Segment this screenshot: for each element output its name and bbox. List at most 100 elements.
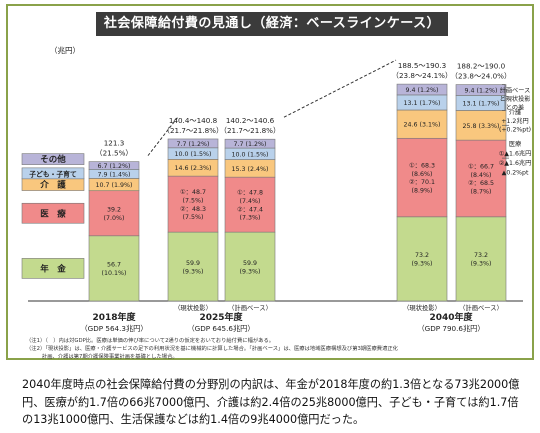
data-label: (8.4%) bbox=[471, 172, 492, 179]
data-label: (7.0%) bbox=[104, 215, 125, 222]
bar-segment-3-1 bbox=[396, 137, 448, 218]
article-caption: 2040年度時点の社会保障給付費の分野別の内訳は、年金が2018年度の約1.3倍… bbox=[22, 378, 520, 426]
chart-title: 社会保障給付費の見通し（経済：ベースラインケース） bbox=[96, 12, 448, 36]
data-label: ①：66.7 bbox=[468, 163, 494, 170]
trend-line bbox=[283, 59, 397, 118]
annotation-iryo: ▲0.2%pt bbox=[502, 170, 529, 177]
footnote: （注1）（ ）内は対GDP比。医療は単価の伸び率について2通りの仮定をおいており… bbox=[26, 336, 274, 344]
gdp-label: （GDP 790.6兆円） bbox=[417, 324, 484, 333]
chart-canvas: （兆円） 56.7(10.1%) 39.2(7.0%) 10.7 (1.9%) 7.9 … bbox=[21, 45, 532, 360]
footnote: 計画、介護は第7期介護保険事業計画を基礎とした場合。 bbox=[26, 352, 178, 360]
data-label: 9.4 (1.2%) bbox=[406, 87, 439, 94]
bracket-plan-diff bbox=[502, 84, 506, 111]
data-label: 15.3 (2.4%) bbox=[232, 166, 269, 173]
annotation-plan-diff: との差 bbox=[506, 104, 525, 112]
annotation-iryo: ②▲1.6兆円 bbox=[499, 159, 532, 167]
data-label: (8.9%) bbox=[412, 188, 433, 195]
gdp-label: （GDP 564.3兆円） bbox=[80, 324, 147, 333]
footnote: （注2）「現状投影」は、医療・介護サービスの足下の利用状況を基に機械的に計算した… bbox=[26, 344, 399, 352]
total-label-pct: （21.7～21.8%） bbox=[163, 126, 223, 135]
total-label-pct: （23.8～24.0%） bbox=[451, 72, 511, 81]
data-label: ②：70.1 bbox=[409, 179, 435, 186]
total-label-pct: （21.7～21.8%） bbox=[220, 126, 280, 135]
data-label: (7.3%) bbox=[240, 215, 261, 222]
legend-box bbox=[21, 153, 85, 165]
data-label: 13.1 (1.7%) bbox=[463, 100, 500, 107]
data-label: (9.3%) bbox=[412, 261, 433, 268]
bar-sublabel: （現状投影） bbox=[174, 303, 212, 312]
bar-segment-0-4 bbox=[88, 161, 140, 170]
bar-segment-4-2 bbox=[455, 110, 507, 141]
data-label: ①：68.3 bbox=[409, 162, 435, 169]
data-label: 39.2 bbox=[107, 207, 121, 214]
bar-segment-4-4 bbox=[455, 84, 507, 96]
data-label: (8.6%) bbox=[412, 171, 433, 178]
chart-figure: 社会保障給付費の見通し（経済：ベースラインケース） （兆円） 56.7 (10.1%… bbox=[6, 4, 534, 360]
group-label: 2025年度 bbox=[199, 311, 243, 323]
bar-segment-3-2 bbox=[396, 109, 448, 139]
total-label-pct: （23.8～24.1%） bbox=[392, 71, 452, 80]
data-label: 24.6 (3.1%) bbox=[404, 122, 441, 129]
data-label: 25.8 (3.3%) bbox=[463, 123, 500, 130]
data-label: (7.4%) bbox=[240, 198, 261, 205]
data-label: 6.7 (1.2%) bbox=[98, 163, 131, 170]
annotation-kaigo: 介護 bbox=[509, 108, 522, 116]
data-label: ②：47.4 bbox=[237, 206, 263, 213]
bar-segment-4-0 bbox=[455, 216, 507, 302]
annotation-iryo: 医療 bbox=[509, 140, 521, 148]
bar-segment-0-0 bbox=[88, 235, 140, 302]
bar-segment-4-1 bbox=[455, 139, 507, 218]
total-label: 188.2～190.0 bbox=[457, 62, 506, 71]
bar-segment-2-4 bbox=[224, 138, 276, 149]
bar-segment-2-1 bbox=[224, 176, 276, 233]
data-label: 10.0 (1.5%) bbox=[175, 151, 212, 158]
data-label: ①：47.8 bbox=[237, 190, 263, 197]
total-label: 140.4～140.8 bbox=[169, 116, 218, 125]
total-label-pct: （21.5%） bbox=[95, 149, 132, 158]
trend-line bbox=[147, 116, 179, 156]
data-label: 13.1 (1.7%) bbox=[404, 100, 441, 107]
legend-box bbox=[21, 202, 85, 224]
legend-label: 介 護 bbox=[39, 180, 66, 191]
total-label: 121.3 bbox=[104, 139, 125, 148]
annotation-iryo: ①▲1.6兆円 bbox=[499, 150, 532, 158]
legend-label: 年 金 bbox=[40, 263, 66, 274]
annotation-kaigo: (+0.2%pt) bbox=[499, 126, 531, 133]
bar-segment-2-0 bbox=[224, 231, 276, 302]
data-label: ①：48.7 bbox=[180, 189, 206, 196]
gdp-label: （GDP 645.6兆円） bbox=[187, 324, 254, 333]
data-label: 7.7 (1.2%) bbox=[234, 141, 267, 148]
data-label: (9.3%) bbox=[240, 268, 261, 275]
total-label: 140.2～140.6 bbox=[226, 116, 275, 125]
legend-label: 子ども・子育て bbox=[29, 169, 77, 178]
data-label: (9.3%) bbox=[471, 261, 492, 268]
group-label: 2040年度 bbox=[429, 311, 473, 323]
legend-label: 医 療 bbox=[40, 208, 66, 219]
data-label: (10.1%) bbox=[102, 270, 127, 277]
data-label: 59.9 bbox=[186, 260, 200, 267]
data-label: (7.5%) bbox=[183, 214, 204, 221]
data-label: 9.4 (1.2%) bbox=[465, 87, 498, 94]
bar-segment-3-0 bbox=[396, 216, 448, 302]
data-label: 10.0 (1.5%) bbox=[232, 151, 269, 158]
data-label: (9.3%) bbox=[183, 268, 204, 275]
legend-box bbox=[21, 167, 85, 180]
annotation-plan-diff: と現状投影 bbox=[500, 95, 531, 103]
bar-sublabel: （計画ベース） bbox=[228, 303, 272, 312]
data-label: 14.6 (2.3%) bbox=[175, 165, 212, 172]
legend-label: その他 bbox=[40, 154, 66, 165]
bar-segment-3-4 bbox=[396, 83, 448, 96]
total-label: 188.5～190.3 bbox=[398, 61, 446, 70]
data-label: 7.7 (1.2%) bbox=[177, 141, 210, 148]
data-label: 10.7 (1.9%) bbox=[96, 182, 133, 189]
bar-sublabel: （現状投影） bbox=[403, 303, 441, 312]
data-label: 59.9 bbox=[243, 260, 257, 267]
group-label: 2018年度 bbox=[92, 311, 136, 323]
data-label: (8.7%) bbox=[471, 189, 492, 196]
data-label: (7.5%) bbox=[183, 197, 204, 204]
legend-box bbox=[21, 258, 85, 279]
annotation-kaigo: +1.2兆円 bbox=[501, 117, 528, 125]
data-label: 7.9 (1.4%) bbox=[98, 171, 131, 178]
bar-segment-1-4 bbox=[167, 138, 219, 149]
data-label: 73.2 bbox=[474, 252, 488, 259]
